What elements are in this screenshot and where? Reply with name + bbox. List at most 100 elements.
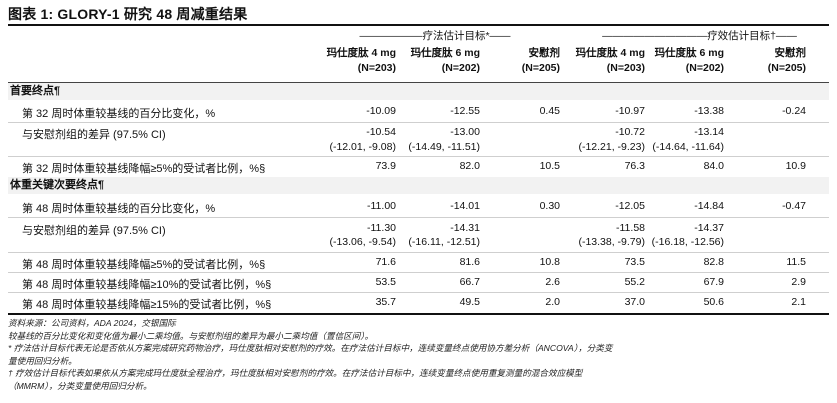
title-rule: [8, 24, 829, 26]
ci-cell: (-13.06, -9.54): [329, 236, 396, 248]
column-n: (N=205): [521, 62, 560, 74]
ci-cell: (-14.64, -11.64): [652, 141, 724, 153]
table-cell: -10.72: [615, 126, 645, 138]
table-cell: -10.54: [366, 126, 396, 138]
column-header: 玛仕度肽 4 mg (N=203): [560, 46, 645, 76]
table-cell: -10.97: [615, 105, 645, 117]
table-cell: -11.58: [616, 222, 645, 234]
column-n: (N=205): [767, 62, 806, 74]
table-cell: -13.00: [450, 126, 480, 138]
table-cell: 0.30: [539, 200, 560, 212]
table-cell: -13.38: [694, 105, 724, 117]
table-cell: 10.5: [539, 160, 560, 172]
table-cell: 37.0: [624, 296, 645, 308]
ci-cell: (-14.49, -11.51): [408, 141, 480, 153]
table-bottom-rule: [8, 313, 829, 315]
row-label: 与安慰剂组的差异 (97.5% CI): [22, 129, 166, 141]
table-cell: 2.6: [545, 276, 560, 288]
table-cell: -11.30: [367, 222, 396, 234]
table-cell: 82.8: [703, 256, 724, 268]
table-cell: -14.01: [450, 200, 480, 212]
row-label: 第 48 周时体重较基线的百分比变化，%: [22, 203, 216, 215]
table-cell: -10.09: [366, 105, 396, 117]
table-cell: 53.5: [375, 276, 396, 288]
table-cell: 2.1: [791, 296, 806, 308]
row-label: 第 32 周时体重较基线降幅≥5%的受试者比例，%§: [22, 163, 266, 175]
group-header-efficacy: ——————疗法估计目标*——: [359, 30, 511, 42]
footnote: （MMRM），分类变量使用回归分析。: [8, 380, 152, 391]
table-cell: -14.84: [694, 200, 724, 212]
table-cell: -0.47: [782, 200, 806, 212]
group-label-treatment: 疗效估计目标†: [707, 30, 776, 42]
row-label: 与安慰剂组的差异 (97.5% CI): [22, 225, 166, 237]
group-header-treatment: ——————————疗效估计目标†——: [602, 30, 797, 42]
column-n: (N=203): [357, 62, 396, 74]
table-cell: 50.6: [703, 296, 724, 308]
column-header: 安慰剂 (N=205): [749, 46, 806, 76]
table-cell: -13.14: [694, 126, 724, 138]
column-n: (N=203): [606, 62, 645, 74]
row-label: 第 48 周时体重较基线降幅≥10%的受试者比例，%§: [22, 279, 272, 291]
table-cell: -11.00: [367, 200, 396, 212]
row-label: 第 32 周时体重较基线的百分比变化，%: [22, 108, 216, 120]
table-cell: 67.9: [703, 276, 724, 288]
column-name: 玛仕度肽 4 mg: [575, 47, 645, 59]
table-cell: -12.55: [450, 105, 480, 117]
column-name: 玛仕度肽 6 mg: [654, 47, 724, 59]
ci-cell: (-12.21, -9.23): [578, 141, 645, 153]
page-title: 图表 1: GLORY-1 研究 48 周减重结果: [8, 6, 248, 22]
row-divider: [8, 156, 829, 157]
row-divider: [8, 122, 829, 123]
row-divider: [8, 217, 829, 218]
table-cell: -14.37: [694, 222, 724, 234]
table-cell: 49.5: [459, 296, 480, 308]
footnote: 量使用回归分析。: [8, 355, 77, 366]
column-name: 玛仕度肽 4 mg: [326, 47, 396, 59]
ci-cell: (-16.11, -12.51): [408, 236, 480, 248]
footnotes: 资料来源：公司资料，ADA 2024，交银国际 较基线的百分比变化和变化值为最小…: [8, 317, 829, 393]
table-cell: 66.7: [459, 276, 480, 288]
table-cell: 84.0: [703, 160, 724, 172]
header-rule: [8, 82, 829, 83]
table-cell: 2.9: [791, 276, 806, 288]
column-n: (N=202): [441, 62, 480, 74]
column-name: 玛仕度肽 6 mg: [410, 47, 480, 59]
ci-cell: (-13.38, -9.79): [578, 236, 645, 248]
column-header: 玛仕度肽 4 mg (N=203): [300, 46, 396, 76]
footnote: † 疗效估计目标代表如果依从方案完成玛仕度肽全程治疗，玛仕度肽相对安慰剂的疗效。…: [8, 368, 583, 379]
table-cell: -0.24: [782, 105, 806, 117]
ci-cell: (-16.18, -12.56): [651, 236, 724, 248]
table-cell: 55.2: [624, 276, 645, 288]
column-header: 玛仕度肽 6 mg (N=202): [396, 46, 480, 76]
table-cell: 73.9: [375, 160, 396, 172]
column-name: 安慰剂: [528, 47, 561, 59]
row-label: 第 48 周时体重较基线降幅≥15%的受试者比例，%§: [22, 299, 272, 311]
row-divider: [8, 292, 829, 293]
table-cell: 10.8: [539, 256, 560, 268]
table-cell: 35.7: [375, 296, 396, 308]
table-cell: 73.5: [624, 256, 645, 268]
row-divider: [8, 252, 829, 253]
footnote-source: 资料来源：公司资料，ADA 2024，交银国际: [8, 318, 176, 328]
table-cell: -12.05: [615, 200, 645, 212]
column-name: 安慰剂: [774, 47, 807, 59]
row-divider: [8, 272, 829, 273]
table-cell: 76.3: [624, 160, 645, 172]
row-label: 第 48 周时体重较基线降幅≥5%的受试者比例，%§: [22, 259, 266, 271]
table-cell: -14.31: [450, 222, 480, 234]
column-n: (N=202): [685, 62, 724, 74]
group-label-efficacy: 疗法估计目标*: [422, 30, 490, 42]
column-header: 安慰剂 (N=205): [500, 46, 560, 76]
table-cell: 0.45: [539, 105, 560, 117]
table-cell: 81.6: [459, 256, 480, 268]
table-cell: 2.0: [545, 296, 560, 308]
column-header: 玛仕度肽 6 mg (N=202): [645, 46, 724, 76]
section-key-secondary: 体重关键次要终点¶: [8, 177, 829, 194]
table-cell: 11.5: [786, 256, 806, 268]
table-cell: 71.6: [375, 256, 396, 268]
table-cell: 82.0: [459, 160, 480, 172]
table-cell: 10.9: [785, 160, 806, 172]
section-primary: 首要终点¶: [8, 83, 829, 100]
footnote: 较基线的百分比变化和变化值为最小二乘均值。与安慰剂组的差异为最小二乘均值（置信区…: [8, 330, 374, 341]
ci-cell: (-12.01, -9.08): [329, 141, 396, 153]
